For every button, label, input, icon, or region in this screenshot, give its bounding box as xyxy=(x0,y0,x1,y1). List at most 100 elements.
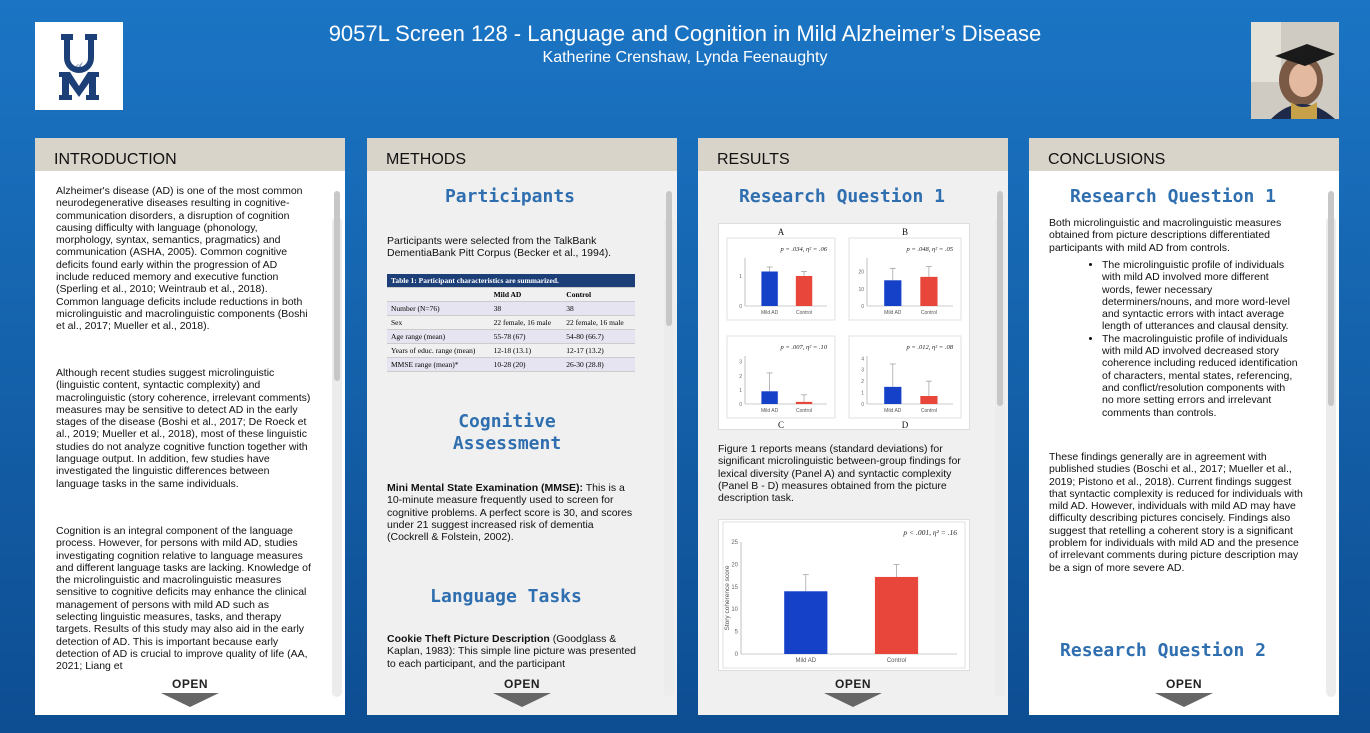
table-row: Sex 22 female, 16 male 22 female, 16 male xyxy=(387,315,635,330)
tick-label: 3 xyxy=(739,360,742,366)
figure-caption: Figure 1 reports means (standard deviati… xyxy=(718,443,961,505)
chart-panel: 0 1 2 3 Mild AD Control p = .007, η² = .10 C xyxy=(726,335,836,429)
category-label: Control xyxy=(887,658,906,664)
bar xyxy=(884,280,902,306)
stat-annotation: p = .012, η² = .08 xyxy=(906,344,954,351)
list-item: The macrolinguistic profile of individua… xyxy=(1102,333,1298,419)
figure-2: 0 5 10 15 20 25 Mild AD Control p < .001, η² = .… xyxy=(718,519,970,671)
category-label: Mild AD xyxy=(761,310,779,316)
conclusions-rq1-heading: Research Question 1 xyxy=(1070,186,1276,207)
scrollbar-thumb[interactable] xyxy=(666,191,672,326)
table-row: Number (N=76) 38 38 xyxy=(387,301,635,316)
table-cell: 22 female, 16 male xyxy=(489,315,563,330)
conclusions-bullets: The microlinguistic profile of individua… xyxy=(1084,259,1298,419)
tick-label: 0 xyxy=(735,652,739,658)
scrollbar-track[interactable] xyxy=(1326,217,1336,697)
stat-annotation: p = .007, η² = .10 xyxy=(780,344,828,351)
tick-label: 0 xyxy=(739,304,742,310)
bar xyxy=(920,276,938,306)
chart-frame xyxy=(726,335,836,419)
category-label: Mild AD xyxy=(795,658,816,664)
scrollbar-track[interactable] xyxy=(664,217,674,697)
tick-label: 1 xyxy=(739,274,742,280)
tick-label: 25 xyxy=(731,540,738,546)
down-arrow-icon xyxy=(1155,693,1213,707)
open-button[interactable]: OPEN xyxy=(698,677,1008,707)
stat-annotation: p = .034, η² = .06 xyxy=(780,246,828,253)
conclusions-paragraph-2: These findings generally are in agreemen… xyxy=(1049,451,1303,574)
table-cell: 12-17 (13.2) xyxy=(562,343,635,358)
introduction-heading: INTRODUCTION xyxy=(35,138,345,171)
bar xyxy=(795,401,813,404)
bar xyxy=(784,591,828,654)
introduction-panel: INTRODUCTION Alzheimer's disease (AD) is… xyxy=(35,138,345,715)
table-row: Age range (mean) 55-78 (67) 54-80 (66.7) xyxy=(387,329,635,344)
cookie-theft-description: (Goodglass & Kaplan, 1983): This simple … xyxy=(387,633,637,670)
down-arrow-icon xyxy=(161,693,219,707)
intro-paragraph-2: Although recent studies suggest microlin… xyxy=(56,367,311,490)
open-button[interactable]: OPEN xyxy=(367,677,677,707)
introduction-body[interactable]: Alzheimer's disease (AD) is one of the m… xyxy=(35,171,345,715)
intro-paragraph-3: Cognition is an integral component of th… xyxy=(56,525,311,673)
scrollbar-track[interactable] xyxy=(332,217,342,697)
cookie-theft-text: Cookie Theft Picture Description (Goodgl… xyxy=(387,633,637,670)
open-label: OPEN xyxy=(834,677,871,691)
tick-label: 10 xyxy=(731,607,738,613)
tick-label: 0 xyxy=(861,304,864,310)
table-cell: 55-78 (67) xyxy=(489,329,563,344)
table-cell: Years of educ. range (mean) xyxy=(387,343,490,358)
conclusions-heading: CONCLUSIONS xyxy=(1029,138,1339,171)
table-cell: 10-28 (20) xyxy=(489,357,563,372)
chart-frame xyxy=(848,335,962,419)
chart-frame xyxy=(722,521,966,669)
scrollbar-thumb[interactable] xyxy=(334,191,340,381)
tick-label: 1 xyxy=(861,391,864,397)
university-logo: of xyxy=(35,22,123,110)
open-button[interactable]: OPEN xyxy=(1029,677,1339,707)
tick-label: 3 xyxy=(861,368,864,374)
table-row: MMSE range (mean)* 10-28 (20) 26-30 (28.8) xyxy=(387,357,635,372)
author-photo xyxy=(1251,22,1339,119)
chart-panel: 0 5 10 15 20 25 Mild AD Control p < .001, η² = .… xyxy=(722,521,966,669)
conclusions-rq2-heading: Research Question 2 xyxy=(1060,640,1266,661)
tick-label: 15 xyxy=(731,585,738,591)
category-label: Mild AD xyxy=(884,408,902,414)
figure-2-svg: 0 5 10 15 20 25 Mild AD Control p < .001, η² = .… xyxy=(722,521,966,669)
intro-paragraph-1: Alzheimer's disease (AD) is one of the m… xyxy=(56,185,308,333)
methods-body[interactable]: Participants Participants were selected … xyxy=(367,171,677,715)
panel-label: D xyxy=(902,420,909,429)
figure-1: 0 1 Mild AD Control p = .034, η² = .06 A 0 10 20… xyxy=(718,223,970,430)
tick-label: 0 xyxy=(739,402,742,408)
panel-label: B xyxy=(902,227,908,237)
conclusions-intro: Both microlinguistic and macrolinguistic… xyxy=(1049,217,1282,254)
table-header: Control xyxy=(562,287,635,302)
category-label: Mild AD xyxy=(761,408,779,414)
results-heading: RESULTS xyxy=(698,138,1008,171)
open-label: OPEN xyxy=(1165,677,1202,691)
scrollbar-thumb[interactable] xyxy=(997,191,1003,406)
participants-heading: Participants xyxy=(444,186,576,207)
table-cell: 38 xyxy=(489,301,563,316)
table-cell: Age range (mean) xyxy=(387,329,490,344)
poster-title: 9057L Screen 128 - Language and Cognitio… xyxy=(328,21,1042,46)
scrollbar-track[interactable] xyxy=(995,217,1005,697)
poster-authors: Katherine Crenshaw, Lynda Feenaughty xyxy=(542,49,828,66)
tick-label: 2 xyxy=(861,379,864,385)
tick-label: 5 xyxy=(735,630,739,636)
down-arrow-icon xyxy=(824,693,882,707)
results-body[interactable]: Research Question 1 0 1 Mild AD Control p = … xyxy=(698,171,1008,715)
bar xyxy=(874,576,919,654)
open-button[interactable]: OPEN xyxy=(35,677,345,707)
conclusions-body[interactable]: Research Question 1 Both microlinguistic… xyxy=(1029,171,1339,715)
table-cell: 26-30 (28.8) xyxy=(562,357,635,372)
tick-label: 1 xyxy=(739,388,742,394)
table-header: Mild AD xyxy=(489,287,563,302)
chart-panel: 0 1 2 3 4 Mild AD Control p = .012, η² = .08 D xyxy=(848,335,962,429)
panel-label: A xyxy=(778,227,785,237)
chart-frame xyxy=(848,237,962,321)
chart-panel: 0 10 20 Mild AD Control p = .048, η² = .05 B xyxy=(848,227,962,321)
scrollbar-thumb[interactable] xyxy=(1328,191,1334,406)
category-label: Control xyxy=(796,310,812,316)
participants-text: Participants were selected from the Talk… xyxy=(387,235,612,260)
